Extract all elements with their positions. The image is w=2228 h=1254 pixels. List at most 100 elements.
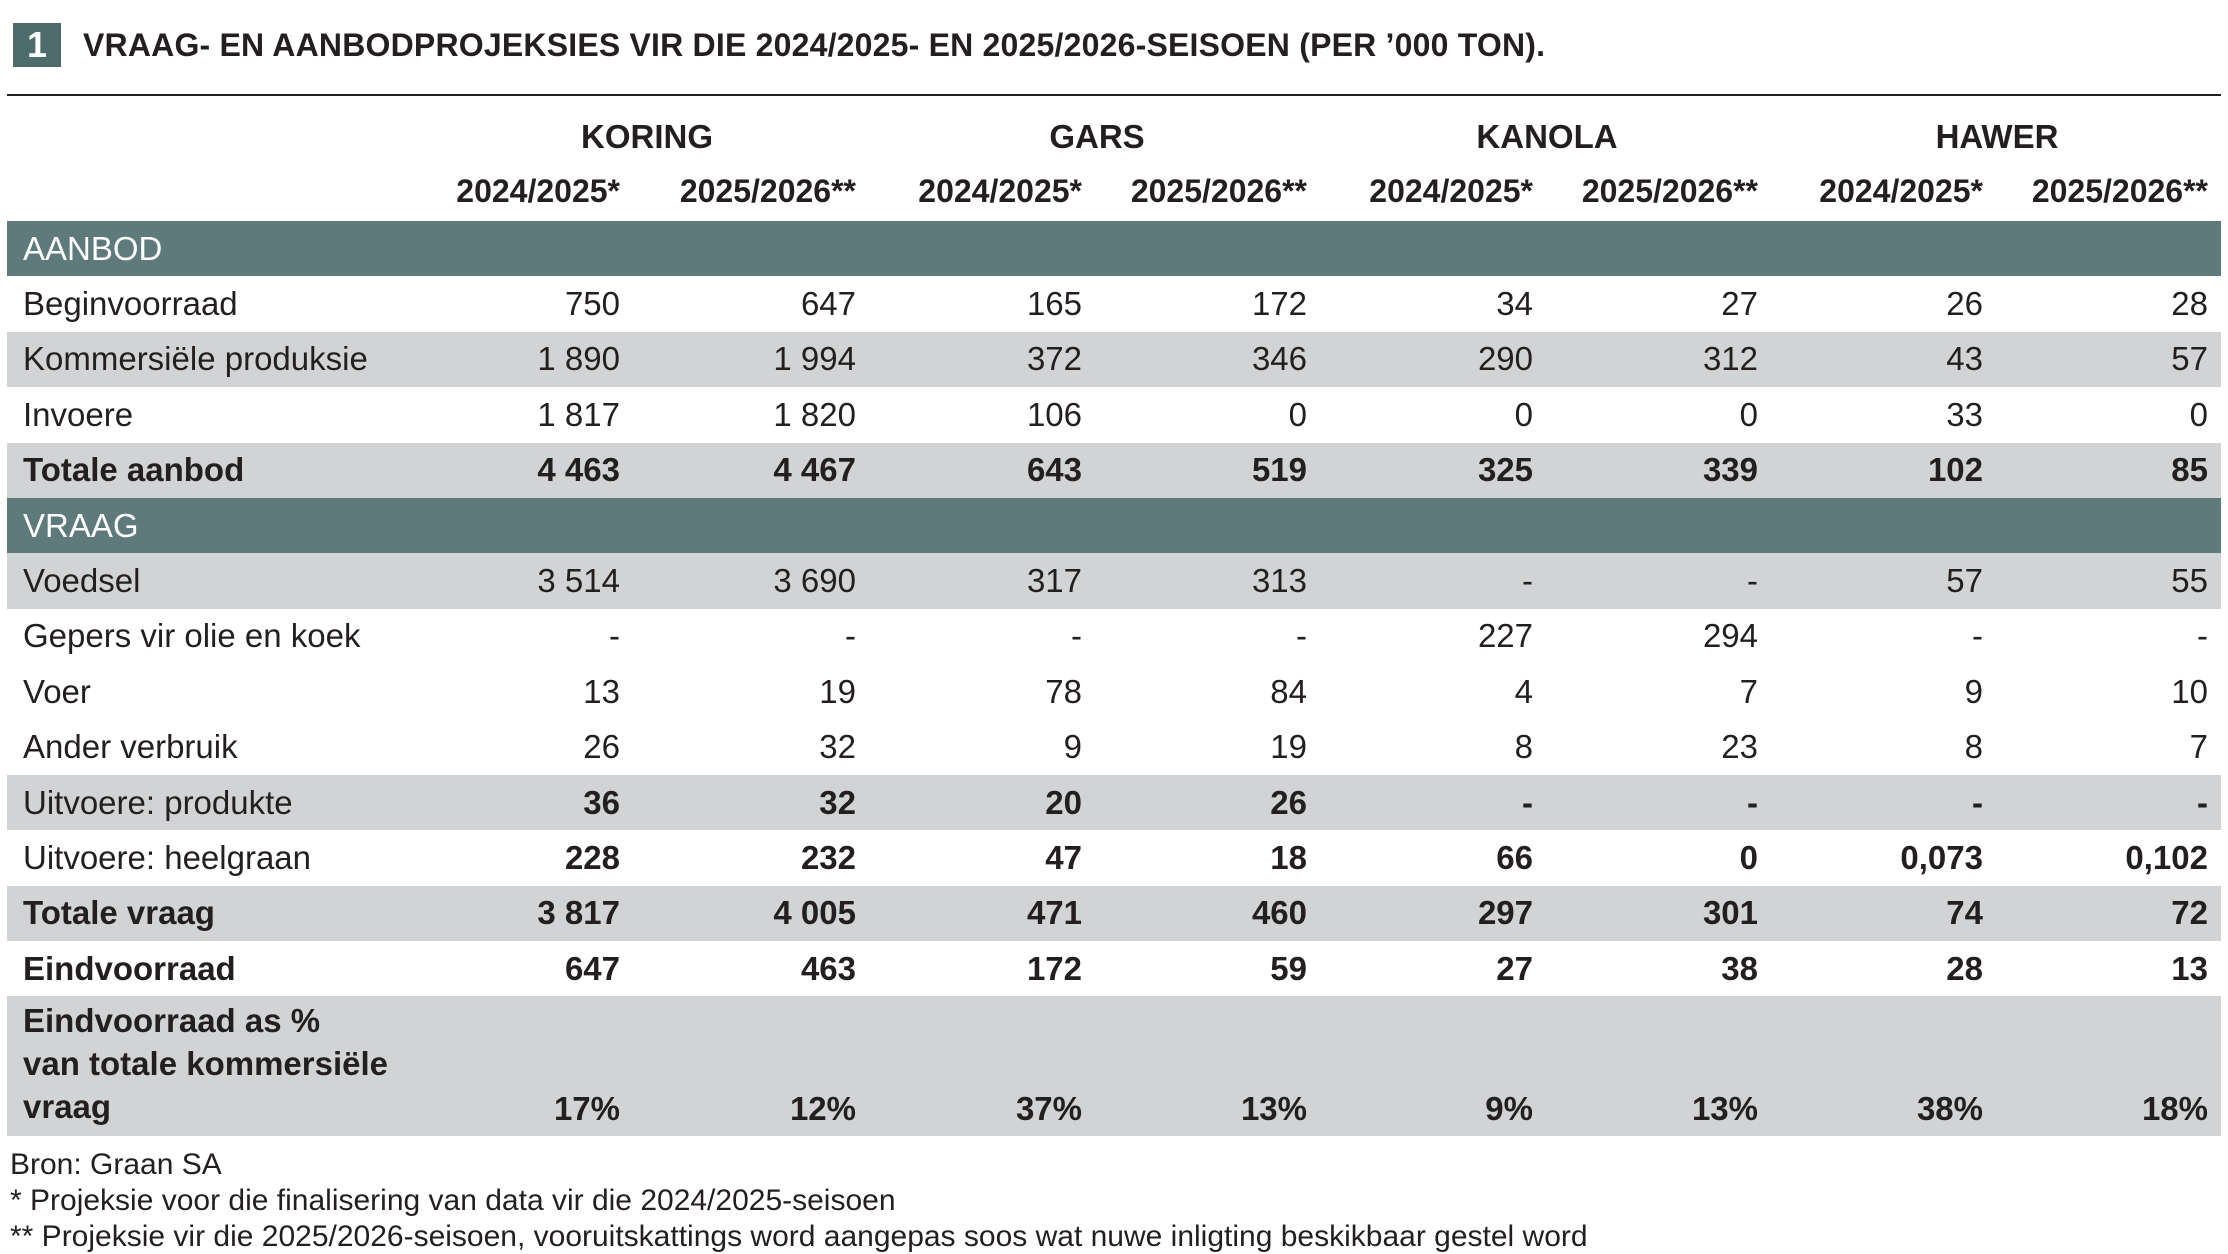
table-cell: 313	[1251, 562, 1307, 600]
table-row: Gepers vir olie en koek - - - - 227 294 - -	[7, 609, 2221, 664]
table-cell: 301	[1702, 894, 1758, 932]
table-cell: 1 994	[773, 340, 856, 378]
table-cell: 172	[1026, 949, 1082, 987]
title-divider	[7, 94, 2221, 96]
table-cell: 0	[1514, 395, 1533, 433]
table-cell: -	[1747, 562, 1758, 600]
table-cell: 372	[1026, 340, 1082, 378]
table-cell: 32	[819, 783, 856, 821]
table-cell: 57	[2171, 340, 2208, 378]
table-cell: 13%	[1691, 1090, 1758, 1128]
year-header: 2025/2026**	[1130, 173, 1307, 209]
table-cell: 13	[583, 672, 620, 710]
table-cell: 7	[2189, 728, 2208, 766]
table-cell: 3 690	[773, 562, 856, 600]
table-cell: -	[1522, 783, 1533, 821]
table-cell: 66	[1496, 838, 1533, 876]
table-cell: -	[1296, 617, 1307, 655]
table-cell: 38%	[1916, 1090, 1983, 1128]
row-label: Eindvoorraad	[23, 949, 236, 987]
section-label: VRAAG	[23, 506, 139, 544]
table-cell: 85	[2171, 451, 2208, 489]
table-cell: 3 817	[537, 894, 620, 932]
row-label-line: van totale kommersiële	[23, 1045, 388, 1083]
table-row: Uitvoere: heelgraan 228 232 47 18 66 0 0,073 0,…	[7, 830, 2221, 885]
table-cell: 1 820	[773, 395, 856, 433]
table-cell: 750	[564, 285, 620, 323]
crop-header-hawer: HAWER	[1935, 118, 2059, 155]
table-cell: 57	[1946, 562, 1983, 600]
table-cell: 102	[1927, 451, 1983, 489]
table-cell: 26	[583, 728, 620, 766]
table-cell: 84	[1270, 672, 1307, 710]
year-header: 2025/2026**	[2031, 173, 2208, 209]
table-cell: 8	[1514, 728, 1533, 766]
table-cell: 55	[2171, 562, 2208, 600]
table-cell: 12%	[789, 1090, 856, 1128]
table-cell: 325	[1477, 451, 1533, 489]
row-label: Invoere	[23, 395, 134, 433]
table-row: Totale vraag 3 817 4 005 471 460 297 301 74 72	[7, 885, 2221, 942]
table-number-badge: 1	[13, 23, 61, 67]
table-cell: 13	[2171, 949, 2208, 987]
table-cell: 78	[1045, 672, 1082, 710]
table-cell: 1 817	[537, 395, 620, 433]
table-title: VRAAG- EN AANBODPROJEKSIES VIR DIE 2024/…	[83, 26, 1546, 63]
table-cell: 4 005	[773, 894, 856, 932]
table-cell: 471	[1026, 894, 1082, 932]
year-header: 2025/2026**	[679, 173, 856, 209]
table-row: Voer 13 19 78 84 4 7 9 10	[7, 664, 2221, 719]
table-cell: 463	[800, 949, 856, 987]
table-cell: 0,073	[1900, 838, 1983, 876]
table-cell: -	[2197, 783, 2208, 821]
year-header: 2025/2026**	[1581, 173, 1758, 209]
table-cell: 346	[1251, 340, 1307, 378]
table-cell: 43	[1946, 340, 1983, 378]
row-label: Beginvoorraad	[23, 285, 238, 323]
table-row: Ander verbruik 26 32 9 19 8 23 8 7	[7, 720, 2221, 775]
table-cell: 339	[1702, 451, 1758, 489]
row-label-line: vraag	[23, 1088, 112, 1126]
table-cell: 18%	[2141, 1090, 2208, 1128]
table-cell: 59	[1270, 949, 1307, 987]
table-cell: 37%	[1015, 1090, 1082, 1128]
row-label: Ander verbruik	[23, 728, 238, 766]
table-cell: 8	[1964, 728, 1983, 766]
table-cell: 23	[1721, 728, 1758, 766]
year-header: 2024/2025*	[456, 173, 620, 209]
table-cell: 9	[1063, 728, 1082, 766]
row-label: Gepers vir olie en koek	[23, 617, 361, 655]
table-row: Voedsel 3 514 3 690 317 313 - - 57 55	[7, 553, 2221, 609]
section-header-supply: AANBOD	[7, 221, 2221, 277]
table-cell: 17%	[553, 1090, 620, 1128]
table-cell: -	[609, 617, 620, 655]
row-label: Totale aanbod	[23, 451, 245, 489]
table-cell: -	[845, 617, 856, 655]
table-cell: 0	[1739, 838, 1758, 876]
table-cell: 34	[1496, 285, 1533, 323]
table-cell: 47	[1045, 838, 1082, 876]
year-header: 2024/2025*	[1369, 173, 1533, 209]
table-row: Eindvoorraad 647 463 172 59 27 38 28 13	[7, 941, 2221, 996]
crop-header-koring: KORING	[581, 118, 713, 155]
table-cell: 72	[2171, 894, 2208, 932]
table-cell: -	[1522, 562, 1533, 600]
row-label-line: Eindvoorraad as %	[23, 1002, 321, 1040]
table-cell: 9	[1964, 672, 1983, 710]
table-cell: 18	[1270, 838, 1307, 876]
table-cell: 460	[1251, 894, 1307, 932]
table-cell: -	[1972, 783, 1983, 821]
table-cell: 290	[1477, 340, 1533, 378]
table-cell: 0	[1739, 395, 1758, 433]
table-cell: 0,102	[2125, 838, 2208, 876]
table-cell: 647	[800, 285, 856, 323]
table-cell: 232	[800, 838, 856, 876]
row-label: Totale vraag	[23, 894, 215, 932]
table-cell: 32	[819, 728, 856, 766]
row-label: Uitvoere: heelgraan	[23, 838, 312, 876]
table-cell: 38	[1721, 949, 1758, 987]
table-cell: 317	[1026, 562, 1082, 600]
table-cell: 26	[1946, 285, 1983, 323]
crop-header-gars: GARS	[1049, 118, 1145, 155]
row-label: Voedsel	[23, 562, 141, 600]
